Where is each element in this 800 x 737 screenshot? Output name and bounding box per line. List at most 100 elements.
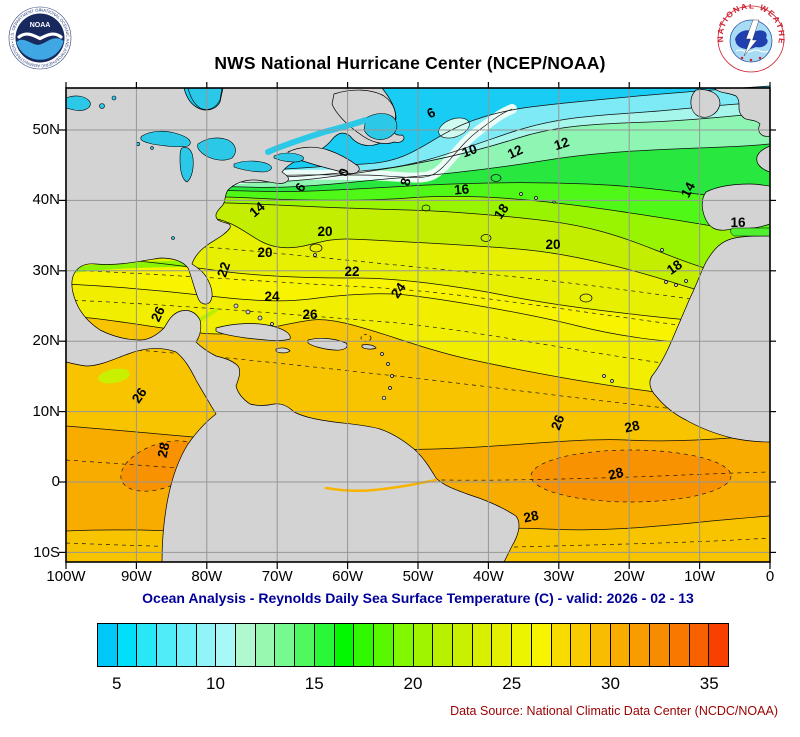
gibraltar-strait <box>730 227 771 237</box>
noaa-globe-bottom <box>16 38 64 60</box>
lon-tick-label: 60W <box>332 568 364 585</box>
colorbar-cell <box>117 624 138 666</box>
colorbar-cell <box>157 624 177 666</box>
colorbar-cell <box>630 624 651 666</box>
lat-tick-label: 0 <box>51 473 60 491</box>
colorbar-cell <box>531 624 552 666</box>
jamaica <box>275 347 291 354</box>
isotherm-label: 20 <box>545 237 560 252</box>
graticule <box>66 88 770 562</box>
lon-tick-label: 0 <box>765 568 775 585</box>
colorbar-tick-label: 15 <box>304 674 324 693</box>
france <box>756 145 771 173</box>
lat-tick-label: 10S <box>33 543 60 561</box>
colorbar-cell <box>709 624 728 666</box>
colorbar-cell <box>689 624 710 666</box>
isotherm-label: 24 <box>264 289 280 304</box>
colorbar-cell <box>492 624 513 666</box>
lon-tick-label: 80W <box>191 568 223 585</box>
united-kingdom <box>713 87 771 137</box>
lon-tick-label: 40W <box>472 568 504 585</box>
colorbar-cell <box>334 624 355 666</box>
james-bay <box>187 87 223 110</box>
nws-lightning-icon <box>743 19 760 57</box>
colorbar-cell <box>551 624 572 666</box>
map-frame <box>59 82 776 569</box>
lon-tick-label: 20W <box>613 568 645 585</box>
isotherm-label: 10 <box>460 141 479 160</box>
colorbar-cell <box>295 624 315 666</box>
lake-michigan <box>179 147 194 183</box>
colorbar-tick-label: 10 <box>206 674 225 693</box>
nws-waves-icon <box>735 49 769 53</box>
africa <box>649 235 771 443</box>
colorbar-cell <box>393 624 414 666</box>
lat-tick-label: 50N <box>32 121 60 138</box>
gulf-of-st-lawrence <box>363 113 398 140</box>
isotherm-label: 16 <box>453 181 470 197</box>
isotherm-label: 16 <box>730 215 746 230</box>
isotherm-label: 20 <box>257 245 272 260</box>
colorbar-cell <box>137 624 158 666</box>
nws-logo: NATIONAL WEATHER SERVICE <box>716 4 785 73</box>
lat-tick-label: 40N <box>32 191 60 209</box>
temperature-colorbar <box>97 623 729 667</box>
bermuda <box>313 253 317 257</box>
ireland <box>690 89 721 118</box>
colorbar-tick-label: 25 <box>502 674 522 693</box>
isotherm-label: 26 <box>302 307 318 322</box>
isotherm-label: 28 <box>623 418 641 436</box>
lake-ontario <box>273 152 304 163</box>
lon-tick-label: 50W <box>402 568 434 585</box>
isotherm-label: 12 <box>505 142 525 162</box>
isotherm-label: 22 <box>214 260 233 279</box>
lon-tick-label: 90W <box>120 568 152 585</box>
colorbar-cell <box>255 624 276 666</box>
tehuantepec-cool-patch <box>98 368 130 384</box>
colorbar-cell <box>512 624 532 666</box>
isotherm-label: 20 <box>317 224 332 239</box>
st-lawrence-river <box>265 117 369 155</box>
lake-erie <box>233 160 272 173</box>
sst-map: 0 8 6 6 14 10 12 12 16 14 16 18 18 20 20 20 22 22 24 24 26 26… <box>59 82 776 569</box>
isotherm-label: 14 <box>678 179 699 200</box>
colorbar-cell <box>610 624 631 666</box>
americas-landmass <box>65 87 520 563</box>
colorbar-cell <box>216 624 237 666</box>
nws-star <box>749 58 753 62</box>
isotherm-label: 12 <box>552 134 571 153</box>
colorbar-cell <box>669 624 690 666</box>
colorbar-tick-label: 5 <box>112 674 122 693</box>
cuba <box>215 323 291 341</box>
noaa-seagull-icon <box>17 32 63 41</box>
lake-superior <box>140 130 191 148</box>
page-title: NWS National Hurricane Center (NCEP/NOAA… <box>214 53 606 73</box>
colorbar-cell <box>452 624 473 666</box>
colorbar-cell <box>472 624 493 666</box>
lat-tick-label: 10N <box>32 402 60 420</box>
lat-tick-label: 30N <box>32 261 60 279</box>
colorbar-cell <box>275 624 296 666</box>
colorbar-cell <box>236 624 256 666</box>
colorbar-cell <box>433 624 453 666</box>
colorbar-cell <box>571 624 591 666</box>
lat-tick-label: 20N <box>32 332 60 350</box>
colorbar-cell <box>590 624 611 666</box>
colorbar-cell <box>374 624 394 666</box>
colorbar-cell <box>98 624 118 666</box>
lon-tick-label: 10W <box>684 568 716 585</box>
map-caption: Ocean Analysis - Reynolds Daily Sea Surf… <box>142 590 694 606</box>
gulf-coast-cool-strip <box>69 261 189 273</box>
colorbar-tick-label: 30 <box>601 674 620 693</box>
lon-tick-label: 70W <box>261 568 293 585</box>
isotherm-label: 26 <box>548 412 567 432</box>
colorbar-tick-label: 35 <box>699 674 719 693</box>
puerto-rico <box>361 344 377 350</box>
isotherm-label: 28 <box>607 464 626 483</box>
data-source-credit: Data Source: National Climatic Data Cent… <box>450 704 778 718</box>
colorbar-cell <box>413 624 434 666</box>
colorbar-cell <box>650 624 670 666</box>
